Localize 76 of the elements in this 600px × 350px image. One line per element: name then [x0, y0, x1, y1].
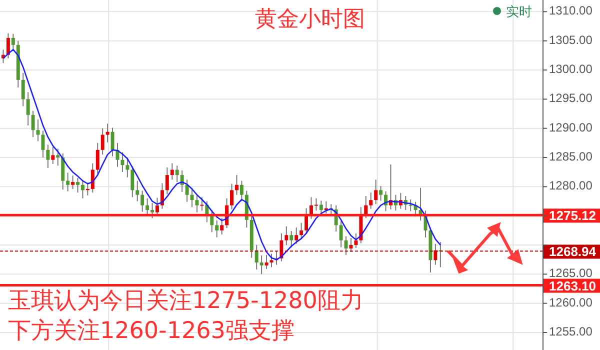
- candlestick: [136, 180, 140, 202]
- candlestick: [26, 92, 30, 126]
- y-tick-label: 1255.00: [549, 324, 593, 338]
- candlestick: [6, 32, 10, 59]
- candlestick: [230, 183, 234, 210]
- candlestick: [120, 152, 124, 173]
- candlestick: [90, 162, 94, 193]
- y-tick-label: 1260.00: [549, 295, 593, 310]
- candlestick: [264, 254, 268, 270]
- candlestick: [96, 142, 100, 174]
- candlestick: [284, 226, 288, 246]
- candlestick: [339, 220, 343, 248]
- y-tick-label: 1305.00: [549, 32, 593, 47]
- candlestick: [160, 182, 164, 210]
- ref-line-label: 1268.94: [549, 244, 597, 260]
- candlestick: [31, 110, 35, 138]
- candlestick: [71, 175, 75, 190]
- candlestick: [46, 144, 50, 168]
- candlestick: [66, 172, 70, 192]
- candlestick: [369, 192, 373, 210]
- candlestick: [146, 198, 150, 216]
- y-tick-label: 1300.00: [549, 62, 593, 76]
- candlestick: [21, 72, 25, 107]
- candlestick: [354, 232, 358, 248]
- candlestick: [51, 146, 55, 164]
- y-tick-label: 1310.00: [549, 4, 593, 18]
- y-tick-label: 1295.00: [549, 91, 593, 106]
- candlestick: [36, 119, 40, 142]
- candlestick: [349, 238, 353, 252]
- y-tick-label: 1290.00: [549, 120, 593, 134]
- candlestick: [41, 130, 45, 158]
- y-tick-label: 1280.00: [549, 178, 593, 193]
- candlestick: [76, 177, 80, 193]
- candlestick: [156, 197, 159, 216]
- candlestick: [254, 244, 258, 270]
- candlestick: [215, 220, 219, 238]
- candlestick: [379, 186, 383, 202]
- candlestick: [11, 33, 15, 50]
- candlestick: [220, 218, 224, 235]
- candlestick: [150, 202, 154, 219]
- candlestick: [240, 180, 244, 202]
- candlestick: [190, 187, 194, 208]
- candlestick: [304, 208, 308, 234]
- candlestick: [344, 236, 348, 256]
- candlestick: [110, 127, 114, 157]
- candlestick: [170, 162, 174, 180]
- y-tick-label: 1285.00: [549, 150, 593, 164]
- candlestick: [140, 190, 144, 212]
- annotation: 实时: [506, 5, 532, 20]
- candlestick: [106, 123, 110, 143]
- candlestick: [130, 166, 134, 198]
- ref-line-label: 1275.12: [549, 208, 596, 224]
- candlestick: [185, 179, 189, 202]
- candlestick: [56, 148, 60, 166]
- candlestick: [300, 222, 304, 240]
- candlestick: [434, 243, 438, 266]
- candlestick: [294, 227, 298, 244]
- candlestick: [260, 255, 264, 275]
- annotation: 下方关注1260-1263强支撑: [8, 318, 294, 344]
- candlestick: [234, 174, 238, 196]
- candlestick: [200, 196, 204, 212]
- ref-line-label: 1263.10: [549, 278, 596, 294]
- candlestick: [80, 180, 84, 199]
- y-tick-label: 1265.00: [549, 266, 593, 280]
- chart-title: 黄金小时图: [255, 7, 365, 32]
- annotation: 玉琪认为今日关注1275-1280阻力: [8, 288, 364, 314]
- candlestick: [100, 128, 104, 156]
- candlestick: [270, 253, 274, 268]
- candlestick: [175, 165, 179, 182]
- candlestick: [319, 200, 323, 216]
- candlestick: [61, 152, 65, 190]
- candlestick: [165, 166, 169, 195]
- candlestick: [195, 194, 199, 213]
- candlestick: [126, 157, 130, 178]
- candlestick: [290, 230, 294, 248]
- candlestick: [374, 179, 378, 205]
